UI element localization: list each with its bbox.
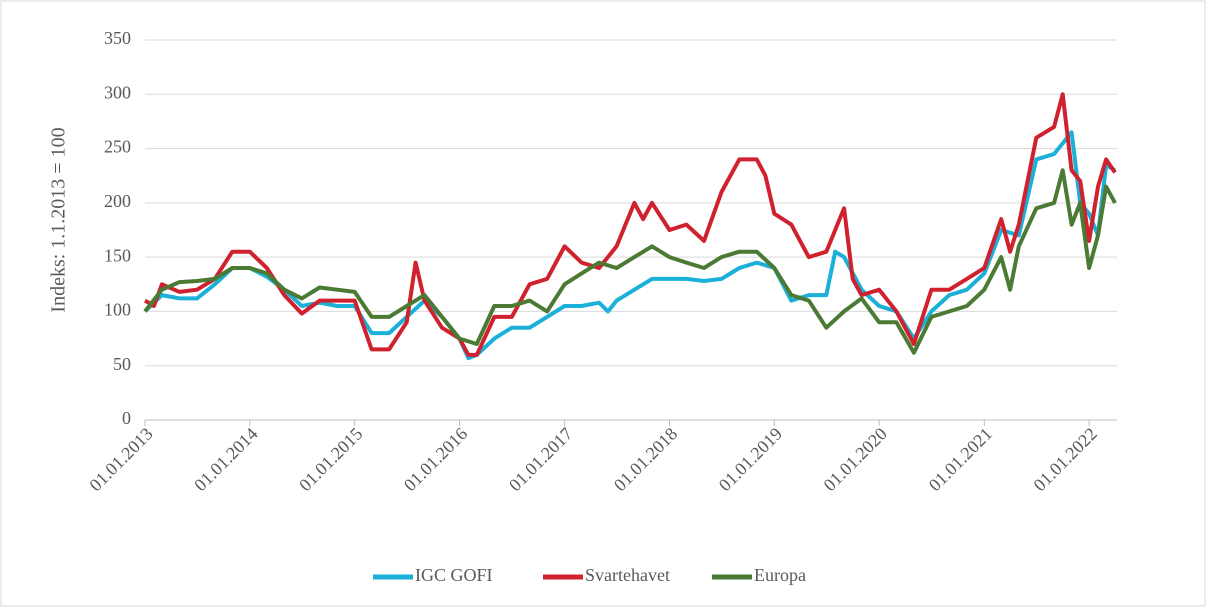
y-tick-label: 200 bbox=[104, 191, 131, 211]
series-line bbox=[143, 168, 1117, 355]
y-tick-label: 300 bbox=[104, 82, 131, 102]
series-line bbox=[143, 130, 1117, 361]
legend-label: Europa bbox=[754, 565, 806, 585]
y-tick-label: 50 bbox=[113, 354, 131, 374]
legend-label: Svartehavet bbox=[585, 565, 670, 585]
y-tick-label: 350 bbox=[104, 28, 131, 48]
y-tick-label: 100 bbox=[104, 300, 131, 320]
y-tick-label: 0 bbox=[122, 408, 131, 428]
y-tick-label: 150 bbox=[104, 245, 131, 265]
legend-label: IGC GOFI bbox=[415, 565, 493, 585]
y-axis-label: Indeks: 1.1.2013 = 100 bbox=[48, 127, 70, 312]
series-line bbox=[143, 92, 1117, 357]
y-tick-label: 250 bbox=[104, 137, 131, 157]
